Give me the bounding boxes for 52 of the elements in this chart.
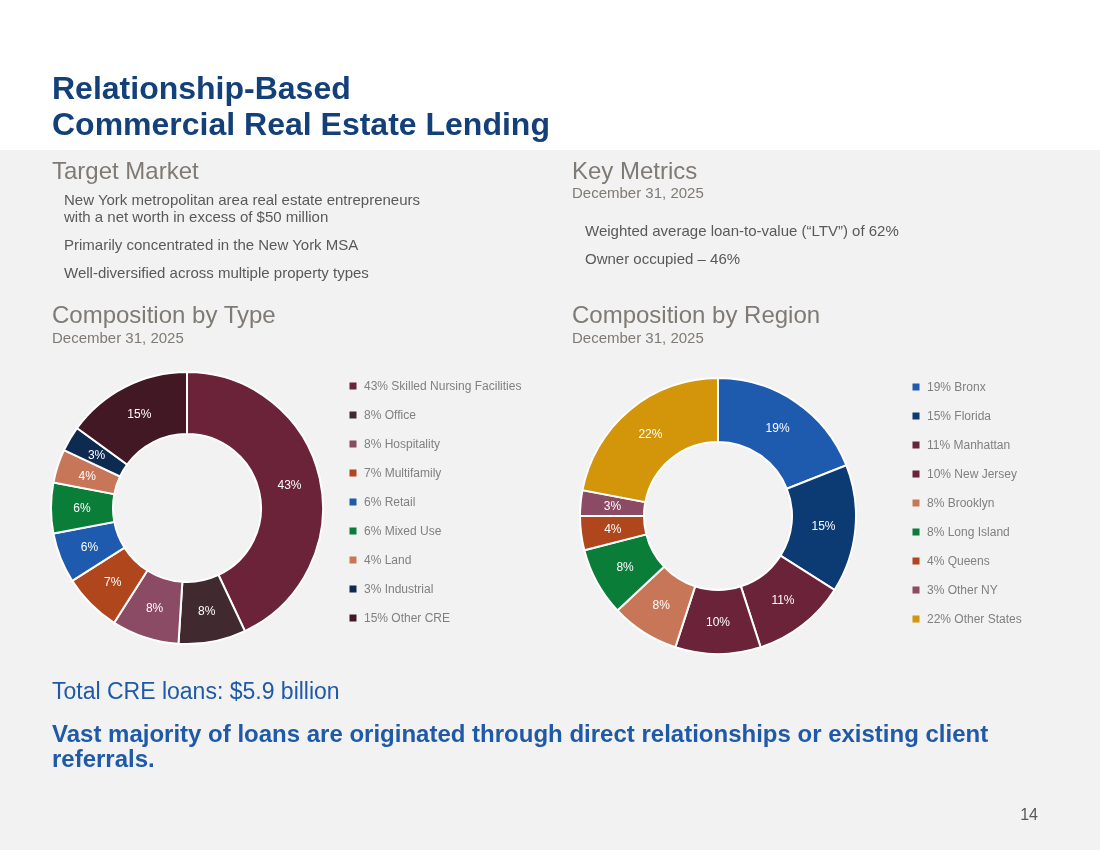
data-label: 3%: [87, 447, 106, 462]
data-label: 8%: [198, 604, 216, 619]
legend-label: 15% Other CRE: [364, 611, 451, 625]
data-label: 6%: [80, 539, 99, 554]
chart-title: Composition by Region: [572, 301, 821, 328]
chart-title: Composition by Type: [52, 301, 276, 328]
legend-label: 8% Long Island: [927, 525, 1010, 539]
data-label: 4%: [78, 468, 97, 483]
legend-label: 4% Queens: [927, 554, 990, 568]
legend-label: 6% Mixed Use: [364, 524, 442, 538]
chart-subtitle: December 31, 2025: [52, 329, 184, 346]
legend-label: 43% Skilled Nursing Facilities: [364, 379, 522, 393]
legend-label: 19% Bronx: [927, 380, 986, 394]
text: Primarily concentrated in the New York MSA: [64, 236, 359, 253]
text: Total CRE loans: $5.9 billion: [52, 678, 340, 704]
legend-label: 15% Florida: [927, 409, 992, 423]
data-label: 11%: [771, 592, 795, 607]
text: Weighted average loan-to-value (“LTV”) of 62%: [585, 222, 899, 239]
legend-label: 11% Manhattan: [927, 438, 1011, 452]
legend-label: 8% Office: [364, 408, 417, 422]
data-label: 10%: [705, 615, 731, 629]
legend-label: 7% Multifamily: [364, 466, 442, 480]
text: Relationship-Based Commercial Real Estate Lending: [52, 70, 550, 142]
data-label: 8%: [616, 560, 635, 575]
data-label: 8%: [145, 600, 164, 615]
legend-label: 4% Land: [364, 553, 412, 567]
legend-label: 10% New Jersey: [927, 467, 1018, 481]
data-label: 6%: [73, 501, 91, 515]
chart-subtitle: December 31, 2025: [572, 329, 704, 346]
data-label: 3%: [603, 499, 622, 514]
data-label: 43%: [277, 478, 302, 493]
text: Owner occupied – 46%: [585, 250, 741, 267]
text: New York metropolitan area real estate entrepreneurs with a net worth in excess of $50 million: [63, 191, 421, 225]
data-label: 22%: [638, 427, 663, 442]
data-label: 7%: [104, 575, 122, 590]
text: Vast majority of loans are originated through direct relationships or existing client referrals.: [52, 720, 989, 772]
data-label: 15%: [811, 518, 836, 533]
data-label: 4%: [604, 522, 622, 537]
legend-label: 22% Other States: [927, 612, 1022, 626]
text: 14: [1020, 806, 1039, 823]
legend-label: 8% Hospitality: [364, 437, 441, 451]
legend-label: 3% Industrial: [364, 582, 434, 596]
text: Key Metrics: [572, 157, 698, 184]
text: Well-diversified across multiple property types: [64, 264, 369, 281]
text: December 31, 2025: [572, 184, 704, 201]
data-label: 19%: [765, 421, 790, 436]
data-label: 15%: [127, 407, 152, 422]
data-label: 8%: [652, 598, 671, 613]
legend-label: 3% Other NY: [927, 583, 998, 597]
legend-label: 6% Retail: [364, 495, 416, 509]
text: Target Market: [52, 157, 200, 184]
legend-label: 8% Brooklyn: [927, 496, 995, 510]
